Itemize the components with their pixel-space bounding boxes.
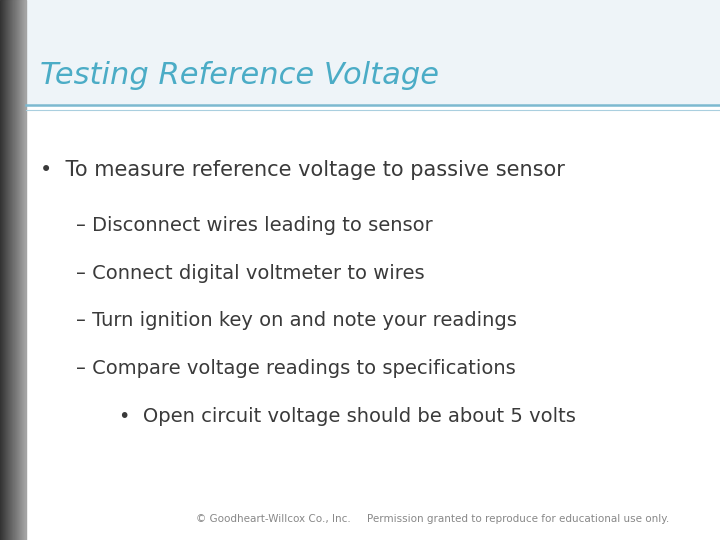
Text: Testing Reference Voltage: Testing Reference Voltage <box>40 61 438 90</box>
Text: – Compare voltage readings to specifications: – Compare voltage readings to specificat… <box>76 359 516 378</box>
Text: •  To measure reference voltage to passive sensor: • To measure reference voltage to passiv… <box>40 160 564 180</box>
Text: – Disconnect wires leading to sensor: – Disconnect wires leading to sensor <box>76 216 432 235</box>
Text: – Turn ignition key on and note your readings: – Turn ignition key on and note your rea… <box>76 311 516 330</box>
Bar <box>26 0 720 105</box>
Text: •  Open circuit voltage should be about 5 volts: • Open circuit voltage should be about 5… <box>119 407 576 427</box>
Text: – Connect digital voltmeter to wires: – Connect digital voltmeter to wires <box>76 264 424 283</box>
Text: Permission granted to reproduce for educational use only.: Permission granted to reproduce for educ… <box>367 515 670 524</box>
Text: © Goodheart-Willcox Co., Inc.: © Goodheart-Willcox Co., Inc. <box>197 515 351 524</box>
